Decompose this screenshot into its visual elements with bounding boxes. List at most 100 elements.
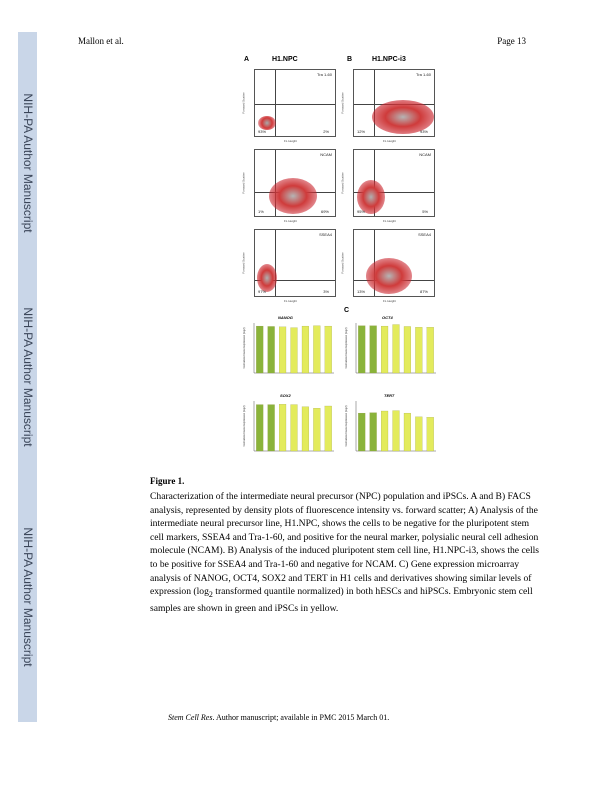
manuscript-side-band: [18, 32, 37, 722]
page-footer: Stem Cell Res. Author manuscript; availa…: [168, 713, 389, 722]
page-number: Page 13: [497, 36, 526, 46]
bar: [415, 327, 423, 374]
y-axis-label: Normalized Gene Expression (log2): [242, 405, 246, 446]
facs-left-pct: 13%: [357, 289, 366, 294]
facs-x-axis-label: FL Height: [284, 299, 297, 303]
bar: [301, 406, 309, 452]
bar: [426, 417, 434, 452]
panel-title-b: H1.NPC-i3: [372, 56, 406, 63]
bar: [403, 326, 411, 374]
bar: [324, 325, 332, 374]
bar: [381, 410, 389, 452]
facs-marker: Tra 1-60: [317, 72, 332, 77]
facs-y-axis-label: Forward Scatter: [340, 92, 345, 114]
side-watermark-middle: NIH-PA Author Manuscript: [21, 307, 35, 447]
side-watermark-top: NIH-PA Author Manuscript: [21, 93, 35, 233]
y-axis-label: Normalized Gene Expression (log2): [242, 327, 246, 368]
facs-plot-b-tra160: Tra 1-60 12% 93%: [353, 69, 435, 137]
bar: [301, 325, 309, 374]
bar: [290, 327, 298, 374]
bar-chart-svg: Normalized Gene Expression (log2): [344, 323, 436, 374]
y-axis-label: Normalized Gene Expression (log2): [344, 327, 348, 368]
bar-chart-oct4: OCT4 Normalized Gene Expression (log2): [342, 315, 439, 383]
facs-right-pct: 87%: [419, 289, 428, 294]
facs-y-axis-label: Forward Scatter: [241, 92, 246, 114]
panel-label-a: A: [244, 56, 250, 63]
caption-text-1: Characterization of the intermediate neu…: [150, 491, 540, 598]
facs-x-axis-label: FL Height: [383, 139, 396, 143]
bar: [267, 326, 275, 374]
facs-x-axis-label: FL Height: [284, 139, 297, 143]
bar: [267, 404, 275, 452]
side-watermark-bottom: NIH-PA Author Manuscript: [21, 527, 35, 667]
bar: [392, 410, 400, 452]
facs-right-pct: 3%: [323, 289, 329, 294]
facs-y-axis-label: Forward Scatter: [340, 172, 345, 194]
caption-subscript: 2: [208, 590, 213, 600]
bar: [369, 412, 377, 452]
bar-chart-sox2: SOX2 Normalized Gene Expression (log2): [240, 393, 337, 461]
facs-left-pct: 93%: [258, 129, 267, 134]
facs-plot-b-ncam: NCAM 95% 5%: [353, 149, 435, 217]
facs-plot-a-ncam: NCAM 1% 69%: [254, 149, 336, 217]
facs-marker: SSEA4: [418, 232, 431, 237]
facs-right-pct: 2%: [323, 129, 329, 134]
facs-left-pct: 12%: [357, 129, 366, 134]
panel-title-a: H1.NPC: [272, 56, 298, 63]
facs-y-axis-label: Forward Scatter: [241, 252, 246, 274]
bar: [313, 408, 321, 452]
facs-left-pct: 95%: [357, 209, 366, 214]
y-axis-label: Normalized Gene Expression (log2): [344, 405, 348, 446]
bar: [358, 325, 366, 374]
caption-text-2: transformed quantile normalized) in both…: [150, 586, 533, 614]
facs-right-pct: 5%: [422, 209, 428, 214]
bar: [279, 326, 287, 374]
facs-marker: SSEA4: [319, 232, 332, 237]
panel-label-b: B: [347, 56, 353, 63]
bar: [403, 412, 411, 452]
facs-y-axis-label: Forward Scatter: [241, 172, 246, 194]
facs-marker: Tra 1-60: [416, 72, 431, 77]
bar-chart-nanog: NANOG Normalized Gene Expression (log2): [240, 315, 337, 383]
bar: [256, 325, 264, 374]
bar: [392, 324, 400, 374]
footer-text: . Author manuscript; available in PMC 20…: [212, 713, 390, 722]
facs-plot-a-ssea4: SSEA4 97% 3%: [254, 229, 336, 297]
bar-chart-title: OCT4: [382, 315, 393, 320]
figure-caption-title: Figure 1.: [150, 476, 185, 486]
facs-plot-b-ssea4: SSEA4 13% 87%: [353, 229, 435, 297]
facs-right-pct: 93%: [419, 129, 428, 134]
bar: [369, 325, 377, 374]
facs-marker: NCAM: [320, 152, 332, 157]
bar-chart-tert: TERT Normalized Gene Expression (log2): [342, 393, 439, 461]
facs-plot-a-tra160: Tra 1-60 93% 2%: [254, 69, 336, 137]
facs-left-pct: 97%: [258, 289, 267, 294]
figure-1: A H1.NPC B H1.NPC-i3 Tra 1-60 93% 2% For…: [228, 53, 445, 473]
bar-chart-title: SOX2: [280, 393, 291, 398]
bar: [256, 404, 264, 452]
figure-caption: Characterization of the intermediate neu…: [150, 490, 540, 615]
bar: [279, 404, 287, 452]
bar: [324, 405, 332, 452]
footer-journal: Stem Cell Res: [168, 713, 213, 722]
bar: [290, 404, 298, 452]
facs-right-pct: 69%: [320, 209, 329, 214]
bar: [381, 325, 389, 374]
bar-chart-title: TERT: [384, 393, 395, 398]
bar-chart-svg: Normalized Gene Expression (log2): [344, 401, 436, 452]
facs-left-pct: 1%: [258, 209, 264, 214]
facs-marker: NCAM: [419, 152, 431, 157]
bar: [415, 416, 423, 452]
facs-x-axis-label: FL Height: [383, 299, 396, 303]
bar-chart-svg: Normalized Gene Expression (log2): [242, 401, 334, 452]
bar: [313, 325, 321, 374]
facs-y-axis-label: Forward Scatter: [340, 252, 345, 274]
running-head-authors: Mallon et al.: [78, 36, 124, 46]
bar-chart-svg: Normalized Gene Expression (log2): [242, 323, 334, 374]
bar: [426, 327, 434, 374]
panel-label-c: C: [344, 307, 350, 314]
facs-x-axis-label: FL Height: [383, 219, 396, 223]
bar-chart-title: NANOG: [278, 315, 293, 320]
bar: [358, 412, 366, 452]
facs-x-axis-label: FL Height: [284, 219, 297, 223]
